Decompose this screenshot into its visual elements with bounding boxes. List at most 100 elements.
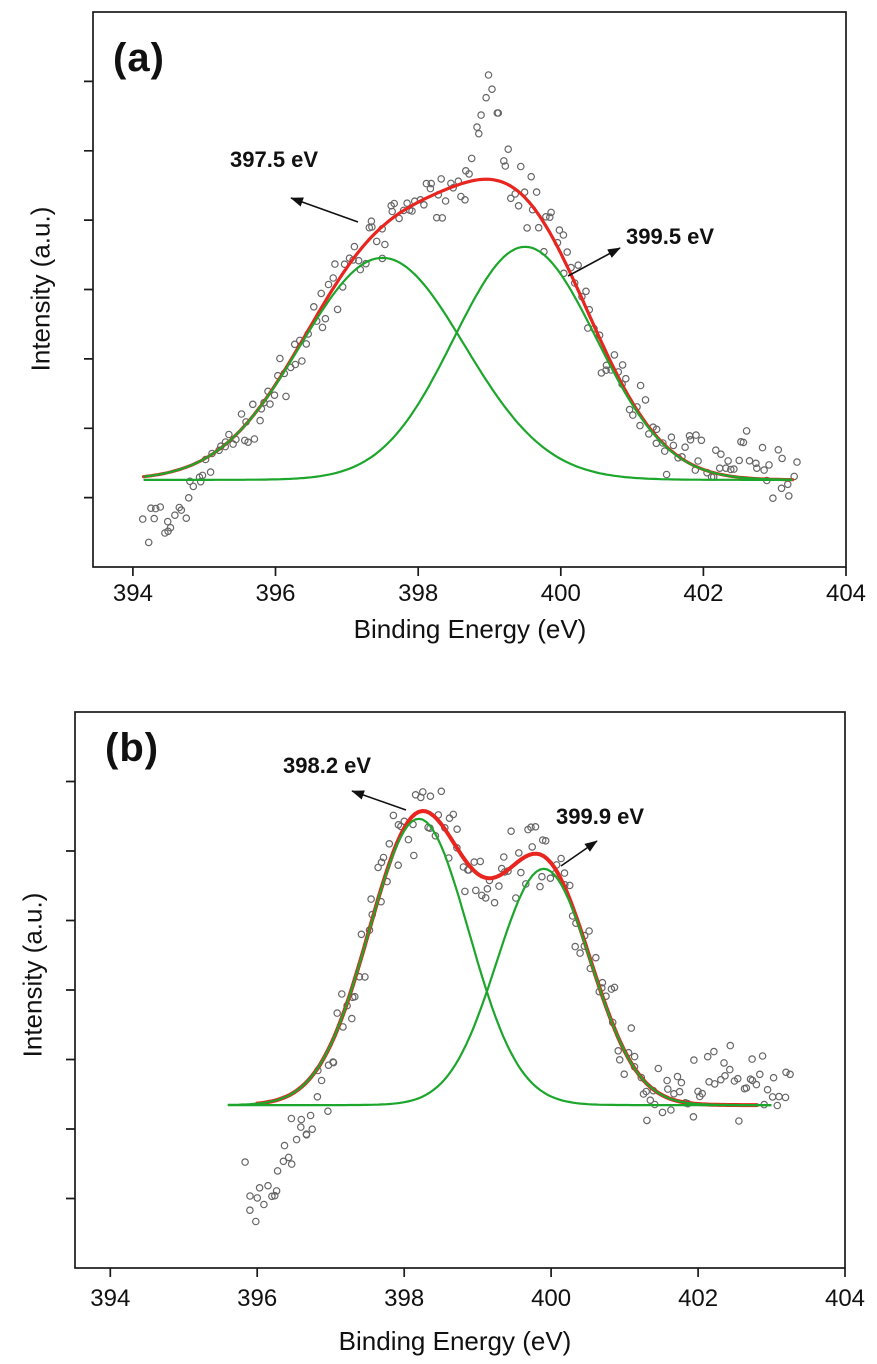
data-point bbox=[321, 314, 330, 323]
data-point bbox=[324, 280, 333, 289]
component-peak-curve-1 bbox=[227, 817, 772, 1107]
data-point bbox=[560, 869, 569, 877]
data-point bbox=[499, 853, 508, 861]
x-tick-labels: 394 396 398 400 402 404 bbox=[90, 1285, 865, 1312]
x-tick-label: 404 bbox=[826, 580, 866, 607]
axis-ticks bbox=[66, 780, 846, 1277]
data-point bbox=[404, 835, 413, 844]
data-point bbox=[758, 1052, 767, 1060]
data-point bbox=[677, 1078, 686, 1087]
annotation-arrow-2 bbox=[567, 247, 621, 277]
x-tick-label: 400 bbox=[541, 580, 581, 607]
data-point bbox=[542, 213, 550, 221]
data-point bbox=[514, 849, 523, 857]
data-point bbox=[166, 523, 175, 532]
data-point bbox=[150, 514, 159, 523]
data-point bbox=[689, 1112, 698, 1121]
data-point bbox=[273, 1167, 282, 1175]
data-point bbox=[765, 461, 773, 469]
panel-b-xps-spectrum: 394 396 398 400 402 404 (b) Intensity (a.u.) … bbox=[0, 660, 877, 1364]
panel-b-plot-canvas: 394 396 398 400 402 404 bbox=[66, 711, 865, 1312]
data-point bbox=[758, 443, 767, 452]
data-point bbox=[379, 853, 388, 862]
data-point bbox=[282, 392, 290, 401]
data-point bbox=[735, 456, 744, 465]
x-tick-label: 396 bbox=[237, 1285, 277, 1312]
data-point bbox=[717, 450, 725, 459]
data-point bbox=[557, 854, 565, 863]
data-point bbox=[722, 464, 730, 473]
plot-frame bbox=[74, 711, 846, 1269]
data-point bbox=[409, 851, 418, 860]
data-point bbox=[290, 340, 299, 349]
data-point bbox=[514, 202, 523, 210]
data-point bbox=[252, 1217, 260, 1226]
data-point bbox=[477, 891, 486, 900]
fit-envelope-curve bbox=[142, 177, 795, 482]
data-point bbox=[662, 470, 671, 479]
data-point bbox=[241, 1158, 249, 1166]
data-point bbox=[441, 197, 450, 205]
data-point bbox=[461, 887, 469, 896]
data-point bbox=[710, 1080, 719, 1088]
data-point bbox=[388, 207, 397, 216]
data-point bbox=[620, 1070, 629, 1079]
data-point bbox=[555, 226, 564, 234]
data-point bbox=[337, 990, 346, 998]
data-point bbox=[449, 810, 458, 819]
data-point bbox=[473, 123, 481, 131]
data-point bbox=[461, 196, 469, 204]
data-point bbox=[494, 109, 503, 117]
data-point bbox=[615, 1055, 624, 1064]
data-point bbox=[317, 1076, 326, 1085]
data-point bbox=[264, 1181, 272, 1190]
data-point bbox=[621, 374, 630, 383]
data-point bbox=[630, 1052, 639, 1061]
data-point bbox=[482, 93, 490, 102]
data-point bbox=[527, 823, 535, 832]
data-point bbox=[467, 154, 476, 163]
data-point bbox=[184, 493, 193, 502]
data-point bbox=[769, 1073, 778, 1082]
data-point bbox=[755, 1070, 764, 1079]
data-point bbox=[681, 443, 689, 452]
data-point bbox=[481, 894, 490, 902]
data-point bbox=[618, 361, 627, 369]
data-point bbox=[420, 201, 428, 209]
data-point bbox=[507, 827, 515, 836]
data-point bbox=[329, 274, 338, 282]
data-point bbox=[752, 1080, 761, 1089]
data-point bbox=[774, 445, 783, 454]
data-point bbox=[783, 480, 792, 489]
data-point bbox=[531, 823, 540, 831]
data-point bbox=[793, 458, 801, 466]
data-point bbox=[675, 1087, 684, 1096]
data-point bbox=[742, 1084, 751, 1092]
x-tick-labels: 394 396 398 400 402 404 bbox=[113, 580, 866, 607]
data-point bbox=[255, 1183, 264, 1192]
data-point bbox=[302, 1130, 311, 1139]
data-point bbox=[438, 214, 447, 222]
x-tick-label: 402 bbox=[678, 1285, 718, 1312]
data-point bbox=[270, 1191, 279, 1200]
data-point bbox=[198, 471, 207, 480]
data-point bbox=[302, 340, 311, 348]
data-point bbox=[182, 514, 191, 523]
data-point bbox=[760, 466, 768, 474]
data-point bbox=[642, 1087, 651, 1096]
data-point bbox=[309, 302, 318, 311]
data-point bbox=[225, 430, 233, 439]
scatter-points bbox=[241, 787, 794, 1226]
data-point bbox=[546, 874, 555, 883]
data-point bbox=[667, 1106, 675, 1114]
data-point bbox=[291, 360, 300, 369]
data-point bbox=[574, 261, 583, 270]
data-point bbox=[538, 836, 547, 844]
data-point bbox=[368, 223, 376, 231]
data-point bbox=[298, 357, 306, 365]
data-point bbox=[652, 439, 661, 448]
data-point bbox=[354, 256, 363, 265]
data-point bbox=[730, 465, 738, 473]
data-point bbox=[266, 400, 274, 408]
data-point bbox=[790, 472, 799, 481]
